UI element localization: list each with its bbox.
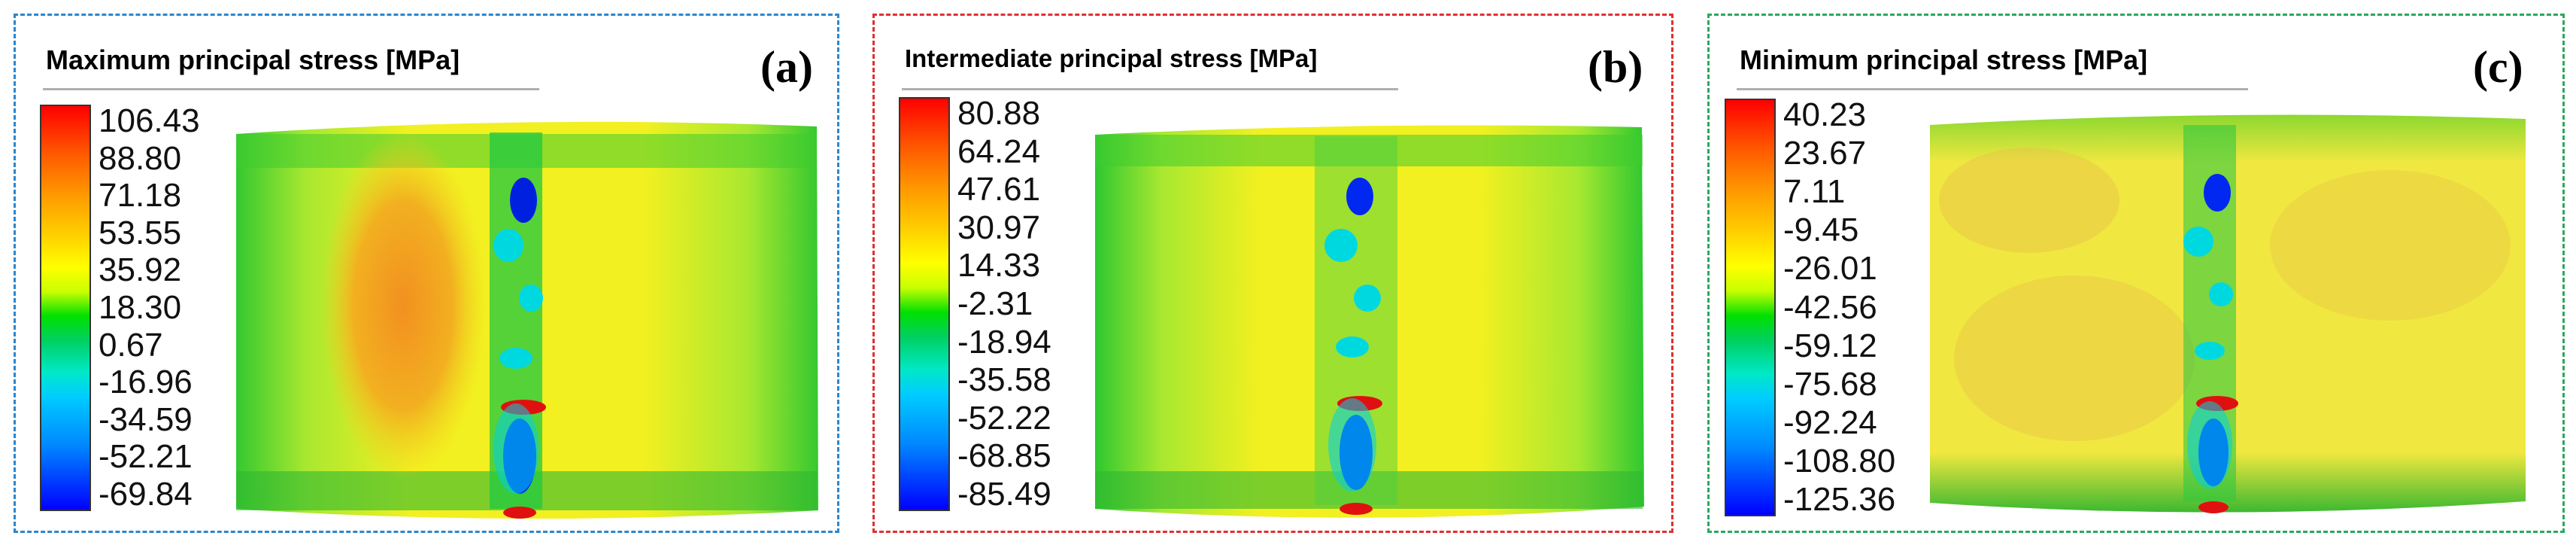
colorbar-tick-label: 18.30 [99,289,182,326]
colorbar-tick-label: 64.24 [957,132,1041,170]
panel-label: (c) [2473,42,2523,92]
panel-max-principal: Maximum principal stress [MPa] (a) [14,14,839,533]
colorbar-tick-label: 30.97 [957,209,1041,246]
title-underline [43,88,539,90]
colorbar-tick-label: 71.18 [99,177,182,215]
colorbar-tick-label: 88.80 [99,139,182,177]
colorbar-tick-label: 7.11 [1783,173,1846,211]
colorbar-tick-label: -75.68 [1783,365,1877,403]
colorbar [1725,99,1776,516]
panel-minimum-principal: Minimum principal stress [MPa] (c) 40.23… [1707,14,2565,533]
colorbar-tick-label: -85.49 [957,476,1051,513]
colorbar-tick-label: 80.88 [957,95,1041,132]
panel-title: Minimum principal stress [MPa] [1740,44,2148,75]
stress-contour-plot [1930,114,2526,513]
colorbar-tick-label: 40.23 [1783,96,1867,133]
colorbar-tick-label: -18.94 [957,323,1051,361]
panel-title: Intermediate principal stress [MPa] [905,44,1318,72]
colorbar-tick-label: -16.96 [99,364,193,401]
colorbar-tick-label: -59.12 [1783,327,1877,364]
colorbar-tick-label: 47.61 [957,171,1041,209]
title-underline [902,88,1398,90]
colorbar-tick-label: 106.43 [99,102,200,139]
colorbar-tick-label: -2.31 [957,285,1033,322]
panel-intermediate-principal: Intermediate principal stress [MPa] (b) … [872,14,1673,533]
colorbar [40,105,91,511]
panel-title: Maximum principal stress [MPa] [46,44,460,75]
colorbar-tick-label: 35.92 [99,251,182,289]
colorbar-tick-label: -35.58 [957,361,1051,399]
title-underline [1737,88,2248,90]
colorbar-tick-label: 0.67 [99,326,163,364]
colorbar-tick-label: 14.33 [957,247,1041,285]
colorbar-tick-label: -69.84 [99,476,193,513]
panel-label: (a) [760,42,813,92]
colorbar-tick-label: -108.80 [1783,442,1896,479]
colorbar-tick-label: -52.21 [99,438,193,476]
stress-contour-plot [1095,125,1644,518]
colorbar [899,97,950,511]
colorbar-tick-label: -52.22 [957,399,1051,437]
stress-contour-plot [236,121,818,519]
colorbar-tick-label: -125.36 [1783,481,1896,518]
colorbar-tick-label: -68.85 [957,437,1051,475]
colorbar-tick-label: -34.59 [99,400,193,438]
colorbar-tick-label: -9.45 [1783,212,1859,249]
colorbar-tick-label: 53.55 [99,214,182,251]
colorbar-tick-label: 23.67 [1783,135,1867,172]
colorbar-tick-label: -92.24 [1783,403,1877,441]
colorbar-tick-label: -42.56 [1783,288,1877,326]
colorbar-tick-label: -26.01 [1783,250,1877,288]
panel-label: (b) [1588,42,1643,92]
